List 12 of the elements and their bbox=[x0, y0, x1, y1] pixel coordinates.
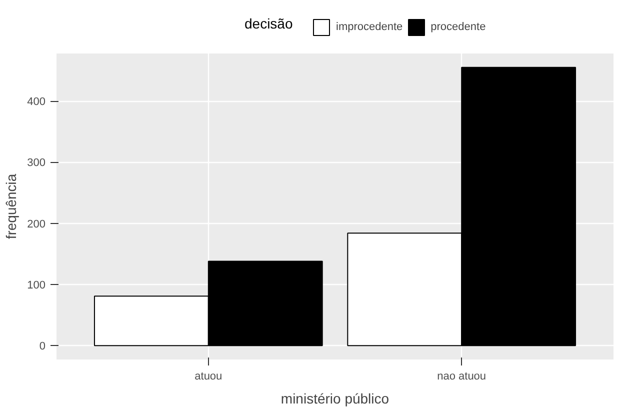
legend-title: decisão bbox=[244, 16, 293, 32]
y-tick-label: 200 bbox=[27, 218, 46, 230]
legend-label: improcedente bbox=[336, 21, 403, 33]
x-tick-label: atuou bbox=[194, 370, 222, 382]
x-axis-title: ministério público bbox=[280, 390, 390, 406]
y-tick-label: 0 bbox=[39, 340, 46, 353]
y-tick-label: 300 bbox=[27, 157, 46, 170]
legend-label: procedente bbox=[430, 21, 486, 33]
y-tick-label: 100 bbox=[27, 279, 46, 292]
x-tick-label: nao atuou bbox=[437, 370, 486, 382]
y-tick-label: 400 bbox=[27, 96, 46, 108]
y-axis-title: frequência bbox=[3, 174, 20, 240]
